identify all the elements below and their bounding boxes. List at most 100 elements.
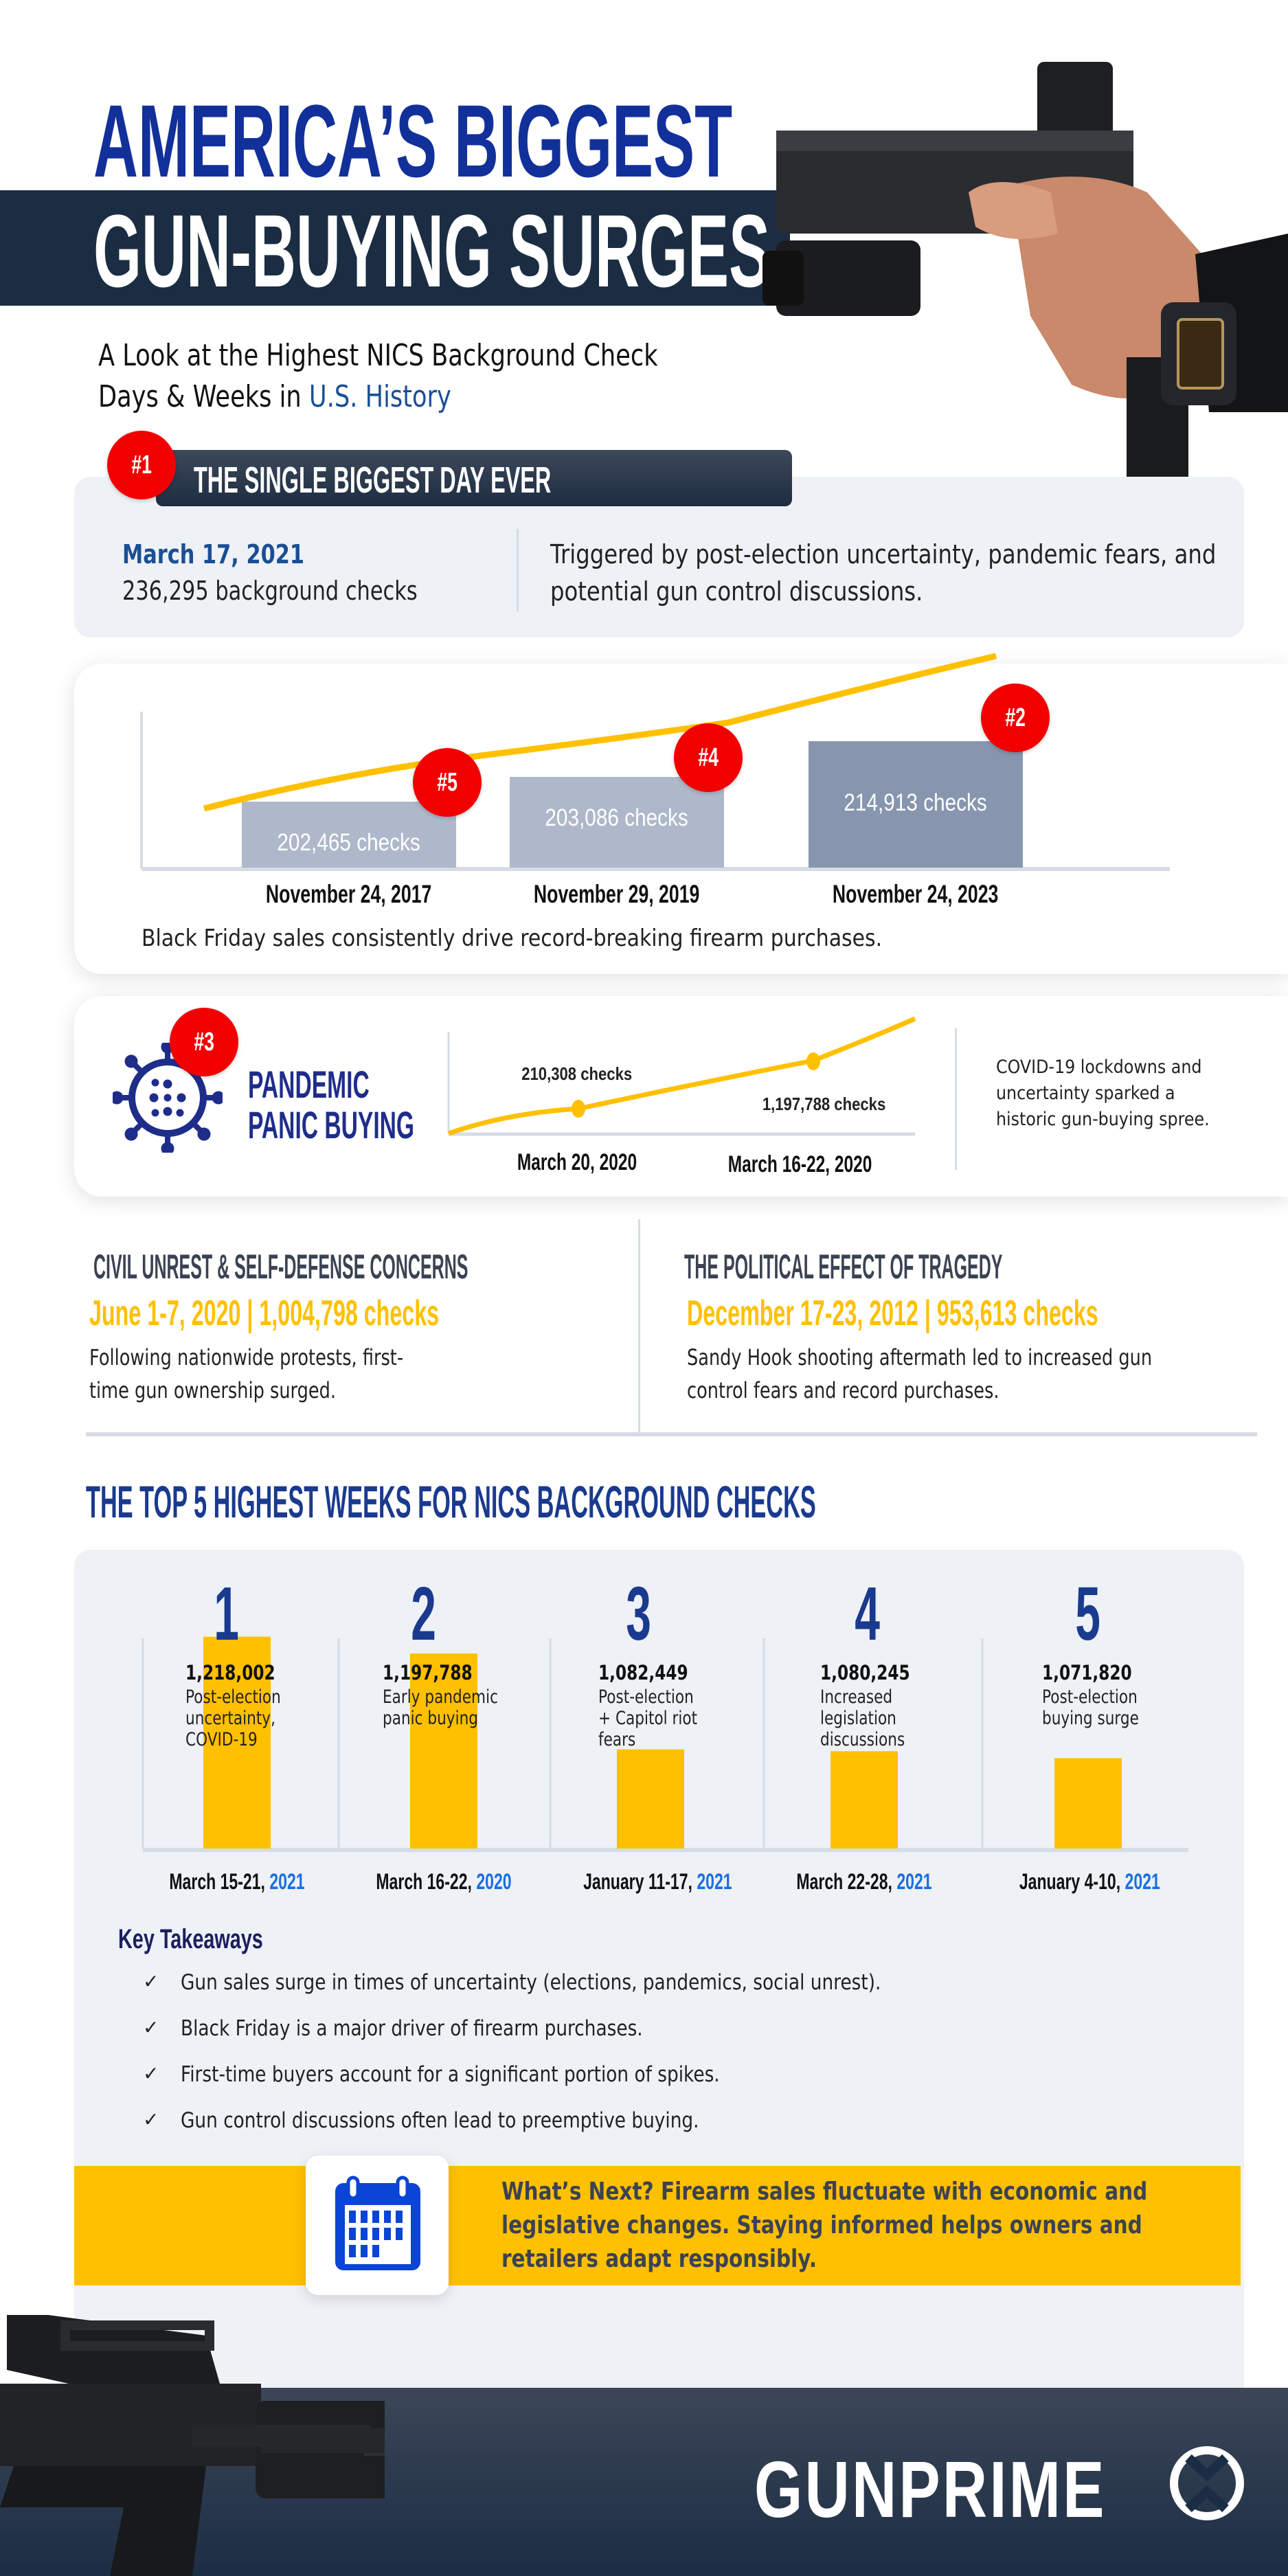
- biggest-day-date: March 17, 2021: [122, 539, 305, 569]
- title-band: [0, 190, 790, 306]
- week-description: uncertainty,: [185, 1708, 275, 1729]
- trend-line: [447, 1016, 916, 1136]
- week-value: 1,082,449: [598, 1661, 688, 1684]
- week-date: March 22-28, 2021: [796, 1869, 932, 1894]
- section-divider: [86, 1432, 1257, 1436]
- calendar-icon: [335, 2176, 420, 2270]
- rank-number: 5: [1075, 1572, 1101, 1656]
- week-value: 1,080,245: [820, 1661, 910, 1684]
- week-description: Early pandemic: [383, 1686, 498, 1708]
- week-description: + Capitol riot: [598, 1708, 698, 1729]
- rank-badge: #4: [674, 723, 743, 792]
- rank-number: 1: [214, 1572, 240, 1656]
- week-description: discussions: [820, 1729, 905, 1750]
- tragedy-highlight: December 17-23, 2012 | 953,613 checks: [687, 1293, 1098, 1333]
- week-year: 2021: [697, 1869, 732, 1894]
- pandemic-card: [74, 996, 1288, 1197]
- takeaway-item: Black Friday is a major driver of firear…: [181, 2016, 643, 2041]
- pandemic-chart: [447, 1016, 916, 1136]
- page-title-line1: AMERICA’S BIGGEST: [93, 83, 733, 199]
- bar-label-text: 202,465 checks: [277, 829, 421, 856]
- week-year: 2021: [269, 1869, 305, 1894]
- rank-badge: #5: [413, 748, 482, 817]
- bar: [1054, 1758, 1122, 1849]
- bar: [242, 802, 456, 868]
- point-label: 1,197,788 checks: [762, 1094, 886, 1114]
- tragedy-description: Sandy Hook shooting aftermath led to inc…: [687, 1344, 1153, 1403]
- crosshair-logo-icon: [1170, 2446, 1244, 2520]
- takeaway-item: Gun sales surge in times of uncertainty …: [181, 1970, 881, 1995]
- week-value: 1,071,820: [1042, 1661, 1132, 1684]
- divider: [638, 1219, 640, 1433]
- rank-number: 4: [855, 1572, 881, 1656]
- black-friday-chart: [140, 653, 1170, 871]
- week-date: January 4-10, 2021: [1019, 1869, 1160, 1894]
- divider: [955, 1028, 957, 1170]
- rank-number: 2: [411, 1572, 437, 1656]
- check-icon: ✓: [143, 2108, 159, 2131]
- week-year: 2020: [476, 1869, 512, 1894]
- week-description: Post-election: [598, 1686, 694, 1708]
- rank-badge: #2: [981, 683, 1050, 752]
- check-icon: ✓: [143, 1970, 159, 1993]
- check-icon: ✓: [143, 2062, 159, 2085]
- takeaways-heading: Key Takeaways: [118, 1924, 263, 1954]
- week-value: 1,218,002: [185, 1661, 275, 1684]
- divider: [517, 529, 519, 611]
- whats-next-banner: [74, 2166, 1241, 2285]
- bar-label: 202,465 checks: [242, 829, 456, 857]
- bar: [809, 741, 1023, 868]
- top5-title: THE TOP 5 HIGHEST WEEKS FOR NICS BACKGRO…: [86, 1476, 816, 1527]
- rifle-barrel: [261, 2428, 385, 2453]
- week-year: 2021: [896, 1869, 932, 1894]
- biggest-day-checks: 236,295 background checks: [122, 576, 418, 606]
- week-description: Post-election: [185, 1686, 281, 1708]
- week-description: Increased: [820, 1686, 893, 1708]
- bar: [831, 1751, 898, 1849]
- subtitle: A Look at the Highest NICS Background Ch…: [98, 338, 658, 414]
- week-description: legislation: [820, 1708, 896, 1729]
- data-point: [806, 1052, 820, 1070]
- week-date: March 15-21, 2021: [169, 1869, 305, 1894]
- gunprime-logo: GUNPRIME: [754, 2445, 1107, 2534]
- takeaway-item: Gun control discussions often lead to pr…: [181, 2108, 699, 2133]
- tragedy-heading: THE POLITICAL EFFECT OF TRAGEDY: [684, 1247, 1003, 1286]
- trend-line: [203, 653, 997, 812]
- week-description: Post-election: [1042, 1686, 1138, 1708]
- x-tick-label: March 20, 2020: [517, 1149, 637, 1175]
- week-description: fears: [598, 1729, 636, 1750]
- pandemic-title: PANDEMIC PANIC BUYING: [248, 1063, 415, 1146]
- bar: [410, 1653, 477, 1849]
- x-tick-label: November 29, 2019: [534, 880, 700, 908]
- bar-label-text: 214,913 checks: [844, 789, 988, 816]
- rank-badge-1: #1: [107, 431, 176, 499]
- week-description: panic buying: [383, 1708, 478, 1729]
- pistol-in-hand-image: [762, 62, 1288, 495]
- week-date: March 16-22, 2020: [376, 1869, 512, 1894]
- page-title-line2: GUN-BUYING SURGES: [93, 193, 771, 308]
- bar-label-text: 203,086 checks: [545, 804, 689, 831]
- takeaway-item: First-time buyers account for a signific…: [181, 2062, 720, 2087]
- bar: [203, 1636, 271, 1849]
- bar: [510, 777, 724, 868]
- biggest-day-header: THE SINGLE BIGGEST DAY EVER: [156, 450, 792, 506]
- rank-badge-3: #3: [170, 1008, 238, 1076]
- civil-unrest-heading: CIVIL UNREST & SELF-DEFENSE CONCERNS: [93, 1247, 468, 1286]
- virus-icon: [113, 1043, 223, 1153]
- week-description: buying surge: [1042, 1708, 1139, 1729]
- bar: [617, 1749, 684, 1849]
- bar-label: 203,086 checks: [510, 804, 724, 832]
- biggest-day-description: Triggered by post-election uncertainty, …: [550, 539, 1217, 607]
- point-label: 210,308 checks: [521, 1063, 633, 1084]
- x-tick-label: March 16-22, 2020: [728, 1151, 872, 1177]
- week-value: 1,197,788: [383, 1661, 473, 1684]
- check-icon: ✓: [143, 2016, 159, 2039]
- week-year: 2021: [1125, 1869, 1160, 1894]
- pandemic-description: COVID-19 lockdowns and uncertainty spark…: [996, 1057, 1210, 1130]
- x-tick-label: November 24, 2023: [833, 880, 999, 908]
- black-friday-caption: Black Friday sales consistently drive re…: [142, 925, 883, 952]
- week-date: January 11-17, 2021: [583, 1869, 732, 1894]
- data-point: [572, 1100, 585, 1118]
- bar-label: 214,913 checks: [809, 789, 1023, 817]
- week-description: COVID-19: [185, 1729, 258, 1750]
